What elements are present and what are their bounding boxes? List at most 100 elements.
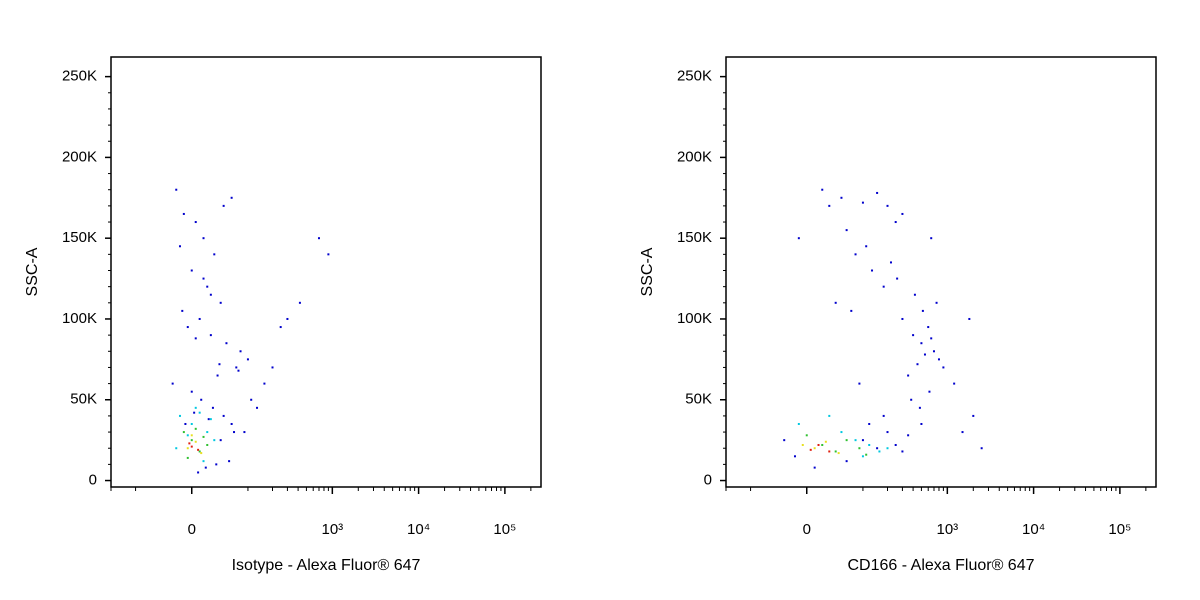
- event-dot: [854, 253, 857, 256]
- event-dot: [182, 212, 185, 215]
- event-dot: [876, 191, 879, 194]
- event-dot: [327, 253, 330, 256]
- event-dot: [246, 358, 249, 361]
- event-dot: [828, 414, 831, 417]
- event-dot: [912, 334, 915, 337]
- event-dot: [194, 406, 197, 409]
- event-dot: [865, 245, 868, 248]
- event-dot: [850, 309, 853, 312]
- event-dot: [845, 460, 848, 463]
- event-dot: [175, 188, 178, 191]
- x-tick-label: 10⁵: [1108, 521, 1131, 538]
- event-dot: [263, 382, 266, 385]
- y-axis-label: SSC-A: [639, 247, 656, 296]
- event-dot: [209, 293, 212, 296]
- event-dot: [937, 358, 940, 361]
- event-dot: [882, 414, 885, 417]
- event-dot: [243, 431, 246, 434]
- event-dot: [824, 440, 827, 443]
- event-dot: [968, 317, 971, 320]
- event-dot: [216, 374, 219, 377]
- event-dot: [230, 196, 233, 199]
- event-dot: [202, 460, 205, 463]
- event-dot: [886, 447, 889, 450]
- event-dot: [840, 431, 843, 434]
- event-dot: [219, 439, 222, 442]
- event-dot: [218, 363, 221, 366]
- event-dot: [821, 188, 824, 191]
- event-dot: [837, 452, 840, 455]
- event-dot: [878, 450, 881, 453]
- y-tick-label: 50K: [685, 391, 712, 408]
- y-tick-label: 150K: [62, 229, 97, 246]
- event-dot: [198, 317, 201, 320]
- event-dot: [200, 398, 203, 401]
- event-dot: [910, 398, 913, 401]
- event-dot: [805, 434, 808, 437]
- event-dot: [186, 456, 189, 459]
- y-tick-label: 150K: [677, 229, 712, 246]
- event-dot: [980, 447, 983, 450]
- y-tick-label: 100K: [677, 310, 712, 327]
- event-dot: [197, 448, 200, 451]
- event-dot: [190, 439, 193, 442]
- event-dot: [894, 221, 897, 224]
- plot: 0 50K 100K 150K 200K 250K 0 10³ 10⁴ 10⁵ CD166 - Al…: [639, 56, 1157, 574]
- event-dot: [178, 245, 181, 248]
- y-tick-label: 0: [704, 472, 712, 489]
- event-dot: [198, 411, 201, 414]
- event-dot: [868, 443, 871, 446]
- event-dot: [854, 439, 857, 442]
- event-dot: [171, 382, 174, 385]
- event-dot: [194, 221, 197, 224]
- event-dot: [834, 301, 837, 304]
- event-dot: [209, 418, 212, 421]
- event-dot: [868, 422, 871, 425]
- event-dot: [907, 374, 910, 377]
- event-dot: [286, 317, 289, 320]
- event-dot: [197, 471, 200, 474]
- event-dot: [896, 277, 899, 280]
- event-dot: [188, 442, 191, 445]
- event-dot: [222, 414, 225, 417]
- event-dot: [901, 212, 904, 215]
- event-dot: [889, 261, 892, 264]
- event-dot: [918, 406, 921, 409]
- event-dot: [182, 431, 185, 434]
- event-dot: [230, 422, 233, 425]
- event-dot: [225, 342, 228, 345]
- event-dot: [200, 452, 203, 455]
- y-tick-label: 100K: [62, 310, 97, 327]
- x-tick-label: 10⁵: [493, 521, 516, 538]
- event-dot: [845, 229, 848, 232]
- event-dot: [202, 237, 205, 240]
- event-dot: [865, 453, 868, 456]
- x-axis-label: CD166 - Alexa Fluor® 647: [848, 557, 1035, 574]
- event-dot: [921, 309, 924, 312]
- event-dot: [193, 411, 196, 414]
- event-dot: [935, 301, 938, 304]
- event-dot: [861, 201, 864, 204]
- event-dot: [213, 253, 216, 256]
- event-dot: [279, 326, 282, 329]
- event-dot: [202, 277, 205, 280]
- event-dot: [801, 443, 804, 446]
- event-dot: [861, 439, 864, 442]
- event-dot: [228, 460, 231, 463]
- event-dot: [207, 418, 210, 421]
- y-tick-label: 200K: [677, 148, 712, 165]
- event-dot: [840, 196, 843, 199]
- plot-frame: [725, 56, 1157, 488]
- event-dot: [178, 414, 181, 417]
- event-dot: [317, 237, 320, 240]
- event-dot: [194, 337, 197, 340]
- y-tick-label: 0: [89, 472, 97, 489]
- event-dot: [861, 455, 864, 458]
- event-dot: [920, 342, 923, 345]
- event-dot: [961, 431, 964, 434]
- event-dot: [793, 455, 796, 458]
- event-dot: [175, 447, 178, 450]
- x-tick-label: 0: [803, 521, 811, 538]
